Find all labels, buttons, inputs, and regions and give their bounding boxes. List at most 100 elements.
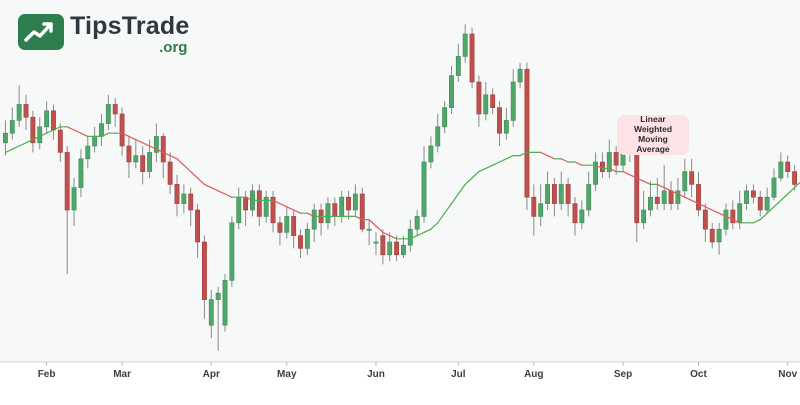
candle (9, 107, 15, 140)
candle (428, 136, 434, 169)
candle (764, 187, 770, 214)
ma-segment (306, 212, 315, 217)
candle (215, 286, 221, 351)
candle (380, 229, 386, 265)
ma-segment (217, 190, 226, 195)
candle (112, 98, 118, 127)
candle-body (455, 56, 461, 76)
candle-body (757, 196, 763, 211)
ma-segment (39, 132, 48, 137)
ma-segment (162, 151, 171, 157)
ma-segment (574, 161, 583, 166)
ma-segment (725, 215, 734, 221)
candle-body (538, 203, 544, 217)
ma-segment (759, 212, 768, 221)
candle-body (208, 299, 214, 326)
candle (195, 203, 200, 258)
ma-segment (677, 193, 686, 198)
candle (613, 146, 619, 175)
x-tick-label: Aug (524, 369, 543, 380)
brand-logo[interactable]: TipsTrade .org (18, 14, 189, 55)
candle (202, 235, 207, 319)
candle-body (675, 190, 681, 204)
candle-body (785, 161, 791, 172)
ma-segment (183, 164, 192, 173)
candle-body (215, 292, 221, 300)
candle (373, 232, 379, 255)
candle (366, 219, 372, 246)
candle (469, 27, 475, 89)
candle (105, 94, 111, 130)
candle-body (613, 152, 619, 166)
candle-body (112, 104, 118, 115)
candle-body (339, 196, 345, 217)
candle (483, 82, 489, 121)
candle (641, 190, 647, 230)
candle (119, 107, 125, 156)
ma-segment (498, 158, 507, 163)
candle-body (394, 241, 399, 256)
candle-body (668, 190, 674, 204)
ma-segment (711, 209, 720, 214)
candle-body (99, 123, 104, 137)
candle (414, 210, 420, 236)
candle (503, 107, 509, 140)
candle-body (730, 209, 736, 224)
candle (696, 171, 701, 217)
candle-body (565, 184, 571, 204)
ma-segment (656, 183, 665, 189)
candle (304, 222, 310, 255)
candle (538, 184, 544, 226)
candle (524, 62, 530, 210)
candle-body (304, 228, 310, 249)
candle-body (243, 196, 249, 211)
candle-body (325, 203, 331, 224)
candle (682, 158, 688, 198)
candle (792, 165, 797, 191)
ma-segment (73, 129, 82, 134)
candle (167, 152, 173, 194)
ma-annotation-label: Linear Weighted Moving Average (617, 115, 689, 155)
ma-segment (704, 206, 713, 211)
candle (442, 101, 448, 134)
x-tick-label: Sep (614, 369, 632, 380)
ma-segment (519, 151, 528, 157)
x-tick-label: Apr (203, 369, 220, 380)
ma-segment (203, 183, 212, 189)
candle (160, 133, 166, 178)
ma-segment (128, 135, 137, 141)
candle-body (167, 161, 173, 185)
ma-segment (80, 132, 89, 137)
candle (565, 178, 571, 217)
candle (490, 88, 496, 114)
candle-body (160, 136, 166, 163)
ma-segment (169, 155, 178, 160)
ma-segment (793, 181, 800, 189)
candle (593, 152, 598, 191)
candle (716, 222, 722, 255)
candle-body (737, 203, 743, 224)
ma-segment (546, 155, 555, 160)
candle-body (551, 184, 557, 204)
candle-body (311, 209, 317, 230)
candle-body (579, 209, 585, 224)
ma-segment (663, 187, 672, 192)
candle-body (57, 129, 63, 153)
chart-trend-icon (18, 14, 64, 50)
candle-body (44, 110, 50, 128)
ma-segment (409, 235, 418, 240)
candle (298, 229, 303, 258)
candle (531, 184, 537, 236)
candle (229, 216, 235, 287)
candle (23, 94, 29, 130)
ma-segment (66, 126, 75, 131)
logo-domain: .org (159, 39, 188, 56)
candle-body (449, 75, 454, 108)
candle-body (71, 187, 77, 211)
candle-body (291, 216, 297, 236)
candle-body (654, 196, 660, 204)
ma-segment (471, 171, 480, 179)
candle (551, 178, 557, 217)
ma-segment (4, 148, 13, 153)
